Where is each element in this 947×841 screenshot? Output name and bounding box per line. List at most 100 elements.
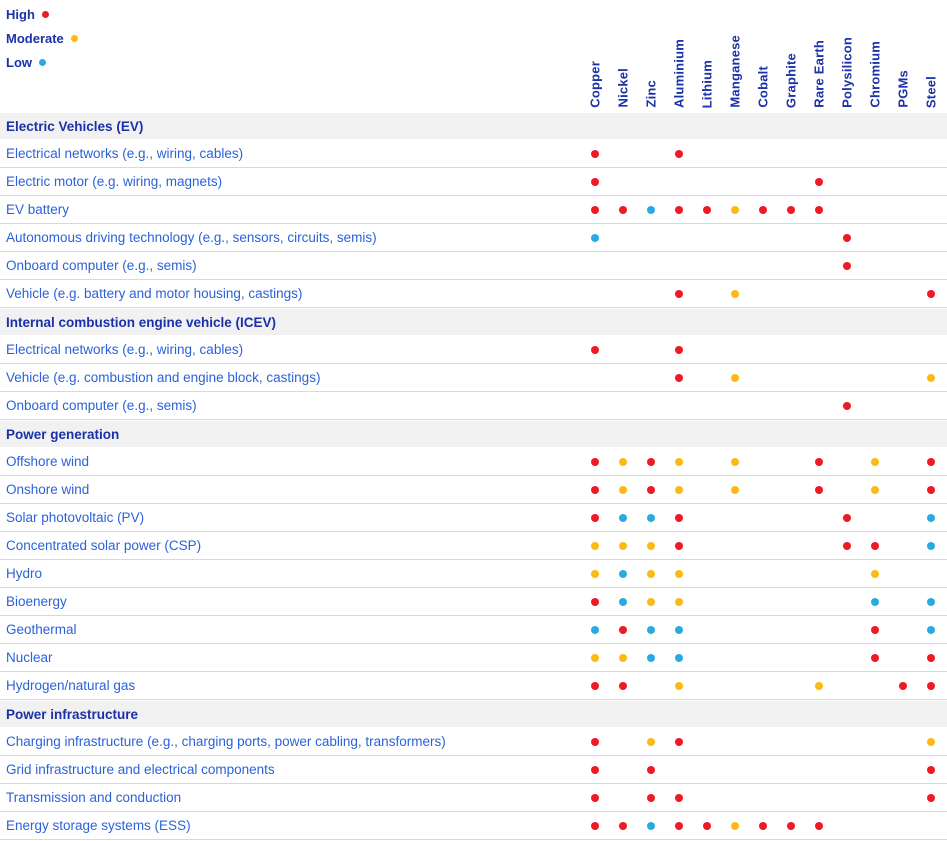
high-dot-icon [675,737,683,746]
matrix-cell-manganese [721,392,749,419]
matrix-cell-rare-earth [805,560,833,587]
high-dot-icon [843,233,851,242]
table-row-onboard-computer-e-g-semis: Onboard computer (e.g., semis) [0,252,947,280]
matrix-cell-aluminium [665,728,693,755]
matrix-cell-polysilicon [833,336,861,363]
low-dot-icon [647,205,655,214]
table-row-hydro: Hydro [0,560,947,588]
matrix-cell-polysilicon [833,140,861,167]
matrix-cell-copper [581,392,609,419]
matrix-cell-zinc [637,392,665,419]
header-spacer [0,0,581,112]
matrix-cell-polysilicon [833,224,861,251]
matrix-cell-nickel [609,784,637,811]
matrix-cell-nickel [609,140,637,167]
high-dot-icon [675,513,683,522]
matrix-cell-chromium [861,504,889,531]
matrix-cell-aluminium [665,476,693,503]
matrix-cell-aluminium [665,252,693,279]
matrix-cell-manganese [721,252,749,279]
high-dot-icon [675,345,683,354]
high-dot-icon [591,681,599,690]
matrix-cell-cobalt [749,224,777,251]
column-header-label: Aluminium [671,39,687,108]
matrix-cell-rare-earth [805,784,833,811]
matrix-cell-zinc [637,756,665,783]
high-dot-icon [871,653,879,662]
matrix-cell-manganese [721,644,749,671]
high-dot-icon [675,289,683,298]
column-header-label: Steel [923,75,939,108]
matrix-cell-copper [581,140,609,167]
table-row-energy-storage-systems-ess: Energy storage systems (ESS) [0,812,947,840]
moderate-dot-icon [647,569,655,578]
matrix-cell-pgms [889,224,917,251]
matrix-cell-rare-earth [805,476,833,503]
matrix-cell-nickel [609,448,637,475]
matrix-cell-nickel [609,672,637,699]
row-label: Grid infrastructure and electrical compo… [6,762,275,777]
high-dot-icon [927,681,935,690]
matrix-cell-pgms [889,812,917,839]
high-dot-icon [927,765,935,774]
moderate-dot-icon [731,821,739,830]
matrix-cell-zinc [637,532,665,559]
matrix-cell-copper [581,812,609,839]
matrix-cell-chromium [861,392,889,419]
row-label: Electrical networks (e.g., wiring, cable… [6,342,244,357]
matrix-cell-manganese [721,336,749,363]
matrix-cell-polysilicon [833,728,861,755]
high-dot-icon [815,485,823,494]
row-label: Vehicle (e.g. combustion and engine bloc… [6,370,321,385]
matrix-cell-steel [917,224,945,251]
matrix-cell-polysilicon [833,168,861,195]
matrix-cell-copper [581,588,609,615]
matrix-cell-manganese [721,364,749,391]
matrix-cell-lithium [693,392,721,419]
matrix-cell-graphite [777,224,805,251]
matrix-cell-cobalt [749,560,777,587]
matrix-cell-nickel [609,336,637,363]
column-header-cobalt: Cobalt [749,0,777,112]
matrix-cell-pgms [889,476,917,503]
matrix-cell-steel [917,168,945,195]
high-dot-icon [619,821,627,830]
matrix-cell-lithium [693,224,721,251]
moderate-dot-icon [647,737,655,746]
column-header-polysilicon: Polysilicon [833,0,861,112]
matrix-cell-aluminium [665,364,693,391]
matrix-cell-lithium [693,616,721,643]
moderate-dot-icon [731,457,739,466]
row-label: Charging infrastructure (e.g., charging … [6,734,446,749]
matrix-cell-nickel [609,168,637,195]
matrix-cell-zinc [637,252,665,279]
matrix-cell-manganese [721,448,749,475]
column-header-label: Lithium [699,59,715,108]
high-dot-icon [759,821,767,830]
matrix-cell-lithium [693,196,721,223]
section-title: Power generation [6,426,120,442]
matrix-cell-graphite [777,784,805,811]
matrix-cell-copper [581,280,609,307]
column-header-pgms: PGMs [889,0,917,112]
moderate-dot-icon [647,541,655,550]
moderate-dot-icon [871,569,879,578]
legend-label: Low [6,54,32,70]
matrix-cell-steel [917,252,945,279]
table-row-electrical-networks-e-g-wiring-cables: Electrical networks (e.g., wiring, cable… [0,140,947,168]
matrix-cell-lithium [693,252,721,279]
high-dot-icon [591,345,599,354]
moderate-dot-icon [927,373,935,382]
matrix-cell-steel [917,728,945,755]
low-dot-icon [619,597,627,606]
matrix-cell-aluminium [665,504,693,531]
moderate-dot-icon [591,541,599,550]
matrix-cell-pgms [889,280,917,307]
matrix-cell-nickel [609,532,637,559]
moderate-dot-icon [619,541,627,550]
matrix-cell-polysilicon [833,364,861,391]
matrix-cell-chromium [861,336,889,363]
column-header-label: Nickel [615,68,631,108]
matrix-cell-nickel [609,280,637,307]
matrix-cell-zinc [637,784,665,811]
